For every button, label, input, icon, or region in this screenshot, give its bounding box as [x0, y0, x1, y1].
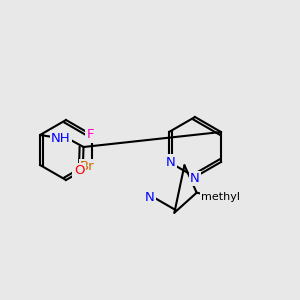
Text: methyl: methyl: [217, 196, 222, 197]
Text: N: N: [190, 172, 200, 185]
Text: N: N: [166, 155, 176, 169]
Text: Br: Br: [80, 160, 95, 173]
Text: O: O: [74, 164, 84, 177]
Text: N: N: [145, 191, 155, 204]
Text: F: F: [87, 128, 94, 142]
Text: methyl: methyl: [201, 192, 240, 202]
Text: NH: NH: [51, 131, 71, 145]
